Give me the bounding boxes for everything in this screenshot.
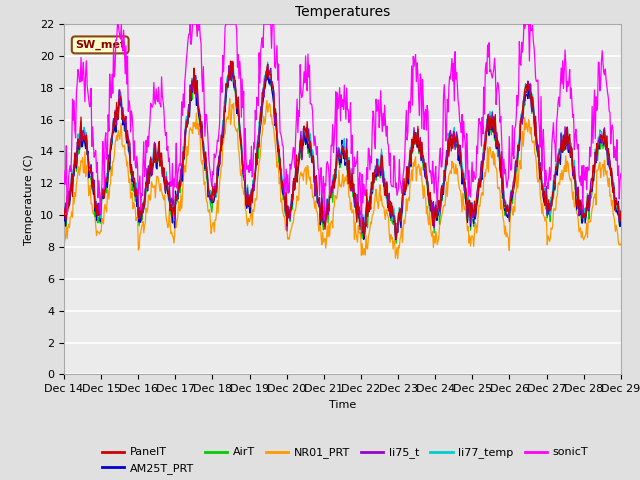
Title: Temperatures: Temperatures — [295, 5, 390, 19]
Y-axis label: Temperature (C): Temperature (C) — [24, 154, 35, 245]
Text: SW_met: SW_met — [75, 40, 125, 50]
Legend: PanelT, AM25T_PRT, AirT, NR01_PRT, li75_t, li77_temp, sonicT: PanelT, AM25T_PRT, AirT, NR01_PRT, li75_… — [97, 443, 593, 479]
X-axis label: Time: Time — [329, 400, 356, 409]
